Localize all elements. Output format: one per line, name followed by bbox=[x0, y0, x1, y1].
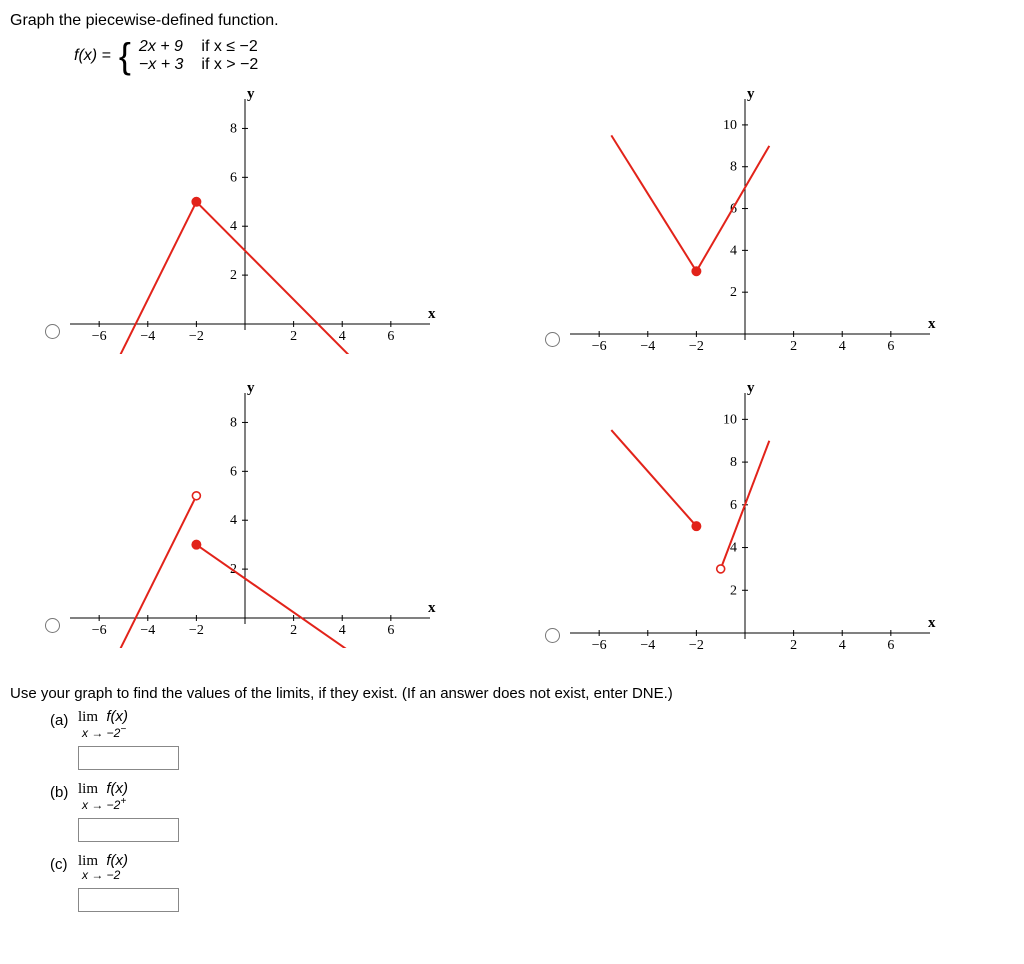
part-label: (a) bbox=[50, 708, 78, 729]
svg-text:8: 8 bbox=[230, 415, 237, 430]
answer-input-1[interactable] bbox=[78, 746, 179, 770]
svg-text:y: y bbox=[747, 86, 755, 102]
svg-text:x: x bbox=[428, 306, 436, 322]
limit-part-1: (a)lim f(x)x → −2− bbox=[50, 708, 1014, 770]
radio-a[interactable] bbox=[45, 324, 60, 339]
answer-input-3[interactable] bbox=[78, 888, 179, 912]
svg-text:x: x bbox=[928, 316, 936, 332]
svg-text:−6: −6 bbox=[592, 638, 607, 653]
svg-text:−4: −4 bbox=[140, 329, 155, 344]
answer-input-2[interactable] bbox=[78, 818, 179, 842]
svg-text:4: 4 bbox=[339, 623, 346, 638]
svg-text:6: 6 bbox=[387, 623, 394, 638]
fx-lhs: f(x) = bbox=[70, 38, 115, 74]
svg-text:6: 6 bbox=[887, 339, 894, 354]
limit-part-2: (b)lim f(x)x → −2+ bbox=[50, 780, 1014, 842]
svg-text:10: 10 bbox=[723, 412, 737, 427]
svg-text:−2: −2 bbox=[689, 339, 704, 354]
svg-text:y: y bbox=[247, 86, 255, 102]
svg-text:2: 2 bbox=[290, 329, 297, 344]
function-definition: f(x) = { 2x + 9 −x + 3 if x ≤ −2 if x > … bbox=[70, 38, 1014, 74]
piece2-cond: if x > −2 bbox=[201, 56, 258, 74]
brace: { bbox=[115, 38, 135, 74]
graph-option-c[interactable]: −6−4−22462468yx bbox=[10, 378, 470, 667]
graph-option-b[interactable]: −6−4−2246246810yx bbox=[510, 84, 970, 368]
piece1-cond: if x ≤ −2 bbox=[201, 38, 258, 56]
svg-text:−4: −4 bbox=[140, 623, 155, 638]
svg-text:2: 2 bbox=[730, 285, 737, 300]
svg-text:6: 6 bbox=[230, 464, 237, 479]
radio-b[interactable] bbox=[545, 332, 560, 347]
graph-option-a[interactable]: −6 −4 −2 2 4 6 2 4 6 8 y x bbox=[10, 84, 470, 368]
svg-text:8: 8 bbox=[730, 160, 737, 175]
instruction-text: Graph the piecewise-defined function. bbox=[10, 12, 1014, 30]
svg-text:4: 4 bbox=[339, 329, 346, 344]
svg-text:2: 2 bbox=[730, 583, 737, 598]
svg-text:x: x bbox=[928, 615, 936, 631]
svg-text:−6: −6 bbox=[92, 623, 107, 638]
svg-text:−6: −6 bbox=[592, 339, 607, 354]
piece2-expr: −x + 3 bbox=[139, 56, 183, 73]
svg-text:−6: −6 bbox=[92, 329, 107, 344]
svg-text:6: 6 bbox=[230, 170, 237, 185]
svg-text:4: 4 bbox=[230, 513, 237, 528]
svg-text:2: 2 bbox=[290, 623, 297, 638]
svg-text:−2: −2 bbox=[189, 329, 204, 344]
svg-text:2: 2 bbox=[790, 638, 797, 653]
svg-text:y: y bbox=[747, 380, 755, 396]
limits-instruction: Use your graph to find the values of the… bbox=[10, 685, 1014, 702]
svg-text:−2: −2 bbox=[689, 638, 704, 653]
radio-c[interactable] bbox=[45, 618, 60, 633]
piece1-expr: 2x + 9 bbox=[139, 38, 183, 55]
svg-text:10: 10 bbox=[723, 118, 737, 133]
svg-text:x: x bbox=[428, 600, 436, 616]
graph-option-d[interactable]: −6−4−2246246810yx bbox=[510, 378, 970, 667]
radio-d[interactable] bbox=[545, 628, 560, 643]
svg-text:6: 6 bbox=[387, 329, 394, 344]
svg-text:4: 4 bbox=[839, 638, 846, 653]
svg-text:−4: −4 bbox=[640, 339, 655, 354]
svg-text:2: 2 bbox=[790, 339, 797, 354]
svg-text:−4: −4 bbox=[640, 638, 655, 653]
svg-text:2: 2 bbox=[230, 268, 237, 283]
svg-text:6: 6 bbox=[887, 638, 894, 653]
limit-part-3: (c)lim f(x)x → −2 bbox=[50, 852, 1014, 912]
svg-text:4: 4 bbox=[230, 219, 237, 234]
svg-text:6: 6 bbox=[730, 498, 737, 513]
svg-text:8: 8 bbox=[730, 455, 737, 470]
svg-text:4: 4 bbox=[730, 243, 737, 258]
svg-text:y: y bbox=[247, 380, 255, 396]
svg-text:−2: −2 bbox=[189, 623, 204, 638]
svg-text:8: 8 bbox=[230, 121, 237, 136]
svg-text:4: 4 bbox=[839, 339, 846, 354]
part-label: (b) bbox=[50, 780, 78, 801]
part-label: (c) bbox=[50, 852, 78, 873]
